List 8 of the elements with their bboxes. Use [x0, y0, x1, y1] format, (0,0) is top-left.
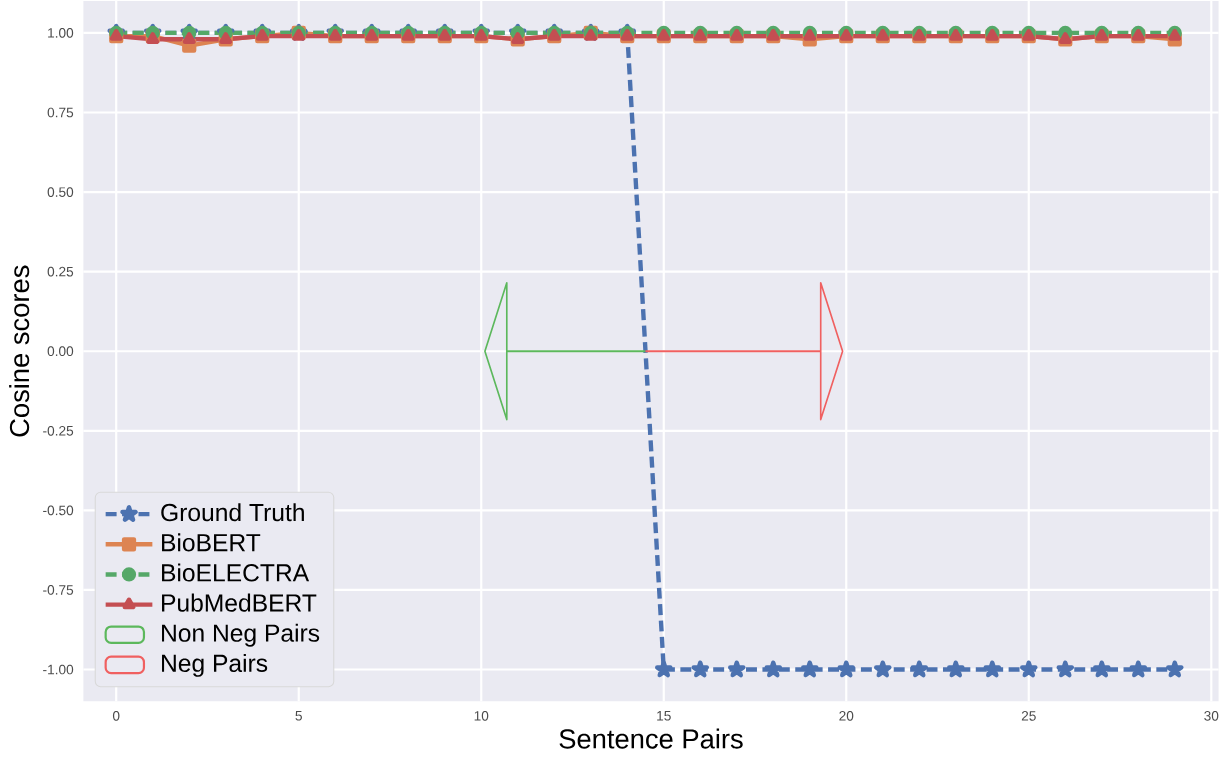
legend-label: Non Neg Pairs — [162, 623, 320, 647]
legend-label: PubMedBERT — [162, 593, 317, 612]
legend-label: Neg Pairs — [162, 654, 268, 677]
x-axis-title: Sentence Pairs — [559, 728, 743, 749]
legend-label: BioELECTRA — [162, 563, 310, 582]
legend-label: BioBERT — [162, 533, 261, 552]
legend-label: Ground Truth — [161, 503, 304, 522]
y-axis-title: Cosine scores — [9, 265, 30, 437]
